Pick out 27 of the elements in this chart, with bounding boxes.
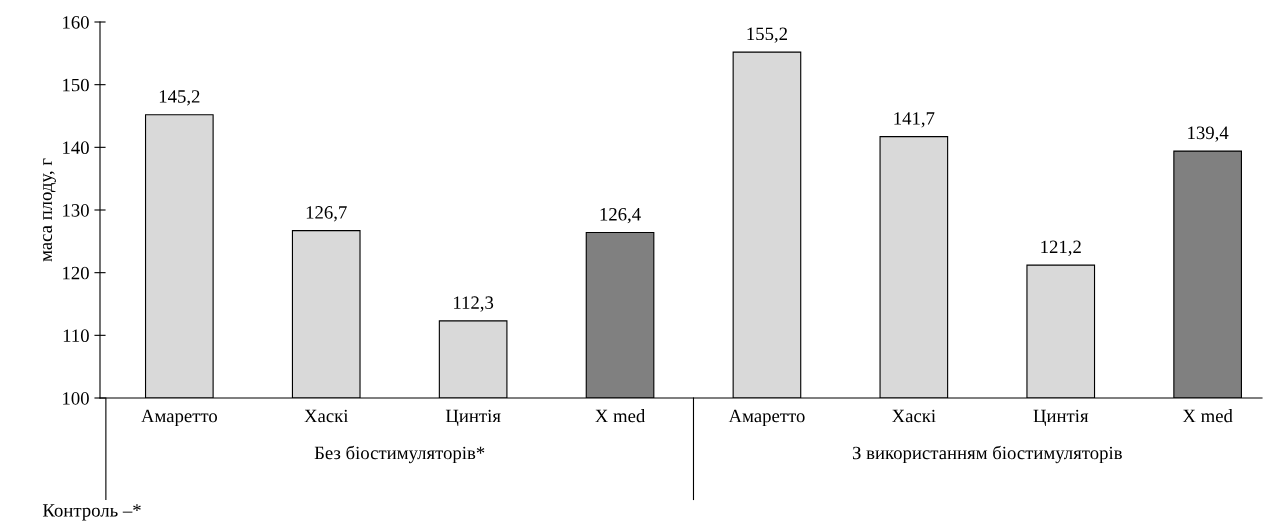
text: З використанням біостимуляторів [852,445,1122,464]
x-tick-label: Амаретто [728,409,805,427]
x-tick-label: Хаскі [304,409,349,423]
data-label: 139,4 [1188,126,1229,142]
y-tick-label: 120 [63,266,89,280]
data-label: 126,7 [306,206,347,222]
y-tick-label: 140 [63,141,89,155]
y-tick-label: 130 [63,204,89,217]
x-tick-label: Амаретто [141,409,218,427]
data-label: 121,2 [1041,240,1081,256]
data-label: 141,7 [894,112,935,128]
text: Контроль –* [42,504,141,521]
y-tick-label: 110 [63,329,89,343]
y-axis-title: маса плоду, г [43,158,56,262]
data-label: 145,2 [159,90,200,106]
x-tick-label: Цинтія [1033,409,1089,427]
data-label: 126,4 [600,208,641,224]
data-label: 112,3 [454,296,494,312]
y-tick-label: 160 [63,16,89,29]
text: Без біостимуляторів* [314,445,485,464]
x-tick-label: X med [595,409,646,423]
y-tick-label: 100 [63,392,89,405]
x-tick-label: Хаскі [892,409,936,423]
data-label: 155,2 [747,27,787,43]
y-tick-label: 150 [63,78,89,92]
x-tick-label: X med [1182,409,1233,423]
x-tick-label: Цинтія [445,409,501,427]
